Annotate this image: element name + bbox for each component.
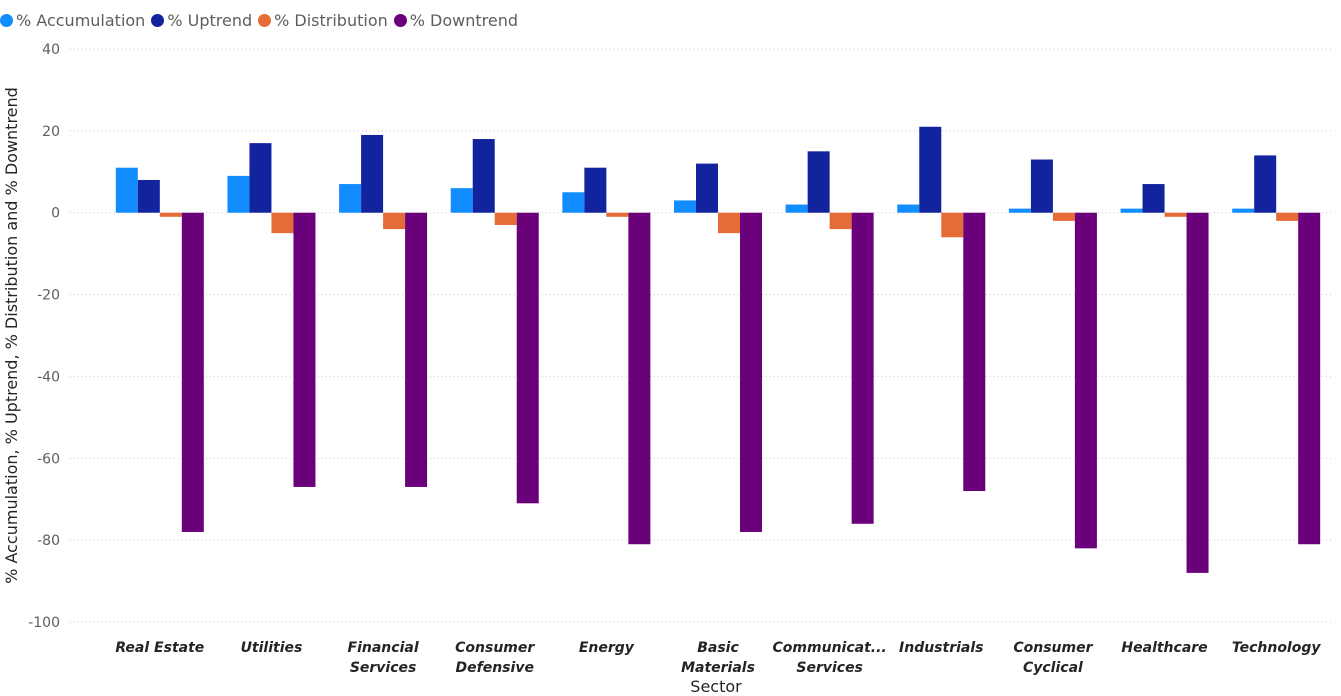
legend-marker-icon	[0, 13, 13, 27]
chart-legend: % Accumulation % Uptrend % Distribution % D…	[0, 8, 524, 32]
bar[interactable]	[941, 212, 964, 238]
legend-marker-icon	[393, 13, 407, 27]
bar[interactable]	[516, 212, 539, 504]
x-category-label: Industrials	[899, 640, 983, 656]
y-tick-label: -60	[37, 451, 60, 467]
legend-item[interactable]: % Accumulation	[0, 11, 145, 30]
y-axis-title: % Accumulation, % Uptrend, % Distributio…	[2, 87, 21, 584]
y-tick-label: 20	[42, 124, 60, 140]
x-category-label: Consumer	[455, 640, 535, 656]
x-axis-title: Sector	[690, 677, 742, 696]
bar[interactable]	[1052, 212, 1075, 221]
bar[interactable]	[807, 151, 830, 213]
bar[interactable]	[405, 212, 428, 487]
bar[interactable]	[562, 192, 585, 213]
bar[interactable]	[696, 163, 718, 213]
x-category-label: Energy	[579, 640, 635, 656]
x-category-label: Real Estate	[115, 640, 204, 656]
bar[interactable]	[1120, 208, 1143, 213]
bar[interactable]	[628, 212, 651, 545]
bar[interactable]	[919, 126, 942, 213]
y-tick-label: -20	[37, 288, 60, 304]
bar[interactable]	[293, 212, 316, 487]
y-tick-label: -40	[37, 369, 60, 385]
x-axis-categories: Real Estate Utilities Financial Services Con…	[115, 640, 1321, 676]
bar[interactable]	[1298, 212, 1321, 545]
bar[interactable]	[963, 212, 986, 492]
x-category-label: Healthcare	[1121, 640, 1207, 656]
bar[interactable]	[1254, 155, 1277, 213]
bar[interactable]	[115, 167, 138, 213]
y-axis-ticks: 40 20 0 -20 -40 -60 -80 -100	[28, 42, 60, 631]
bar[interactable]	[584, 167, 607, 213]
x-category-label: Defensive	[456, 660, 534, 676]
x-category-label: Financial	[348, 640, 419, 656]
x-category-label: Services	[350, 660, 417, 676]
bar[interactable]	[137, 179, 160, 213]
x-category-label: Services	[796, 660, 863, 676]
x-category-label: Consumer	[1013, 640, 1093, 656]
x-category-label: Cyclical	[1023, 660, 1083, 676]
bar[interactable]	[1008, 208, 1031, 213]
bar[interactable]	[472, 139, 495, 213]
bar[interactable]	[606, 212, 629, 217]
bar[interactable]	[718, 212, 740, 234]
bar[interactable]	[740, 212, 762, 532]
bar[interactable]	[227, 175, 250, 213]
bar[interactable]	[674, 200, 696, 213]
bar[interactable]	[1142, 184, 1165, 213]
bars	[115, 126, 1321, 573]
bar[interactable]	[339, 184, 362, 213]
bar[interactable]	[1074, 212, 1097, 549]
bar[interactable]	[1186, 212, 1209, 573]
gridlines	[70, 48, 1332, 623]
bar[interactable]	[1164, 212, 1187, 217]
bar[interactable]	[181, 212, 204, 532]
y-tick-label: -100	[28, 615, 60, 631]
bar[interactable]	[1276, 212, 1299, 221]
legend-label: % Distribution	[274, 10, 388, 30]
bar[interactable]	[1030, 159, 1053, 213]
legend-label: % Uptrend	[167, 10, 253, 30]
x-category-label: Basic	[697, 640, 739, 656]
bar[interactable]	[271, 212, 294, 234]
bar[interactable]	[851, 212, 874, 524]
bar[interactable]	[383, 212, 406, 230]
x-category-label: Utilities	[241, 640, 303, 656]
bar[interactable]	[494, 212, 517, 225]
y-tick-label: 40	[42, 42, 60, 58]
legend-item[interactable]: % Distribution	[258, 11, 388, 30]
legend-marker-icon	[151, 13, 165, 27]
x-category-label: Technology	[1232, 640, 1322, 656]
legend-marker-icon	[258, 13, 272, 27]
x-category-label: Materials	[681, 660, 755, 676]
bar[interactable]	[450, 188, 473, 213]
legend-label: % Accumulation	[16, 10, 146, 30]
bar[interactable]	[897, 204, 920, 213]
bar[interactable]	[159, 212, 182, 217]
x-category-label: Communicat...	[773, 640, 887, 656]
y-tick-label: 0	[51, 206, 60, 222]
bar[interactable]	[361, 134, 384, 213]
bar[interactable]	[249, 143, 272, 213]
legend-item[interactable]: % Uptrend	[151, 11, 252, 30]
bar[interactable]	[785, 204, 808, 213]
bar[interactable]	[829, 212, 852, 230]
legend-item[interactable]: % Downtrend	[393, 10, 519, 30]
legend-label: % Downtrend	[409, 10, 519, 30]
y-tick-label: -80	[37, 533, 60, 549]
bar[interactable]	[1232, 208, 1255, 213]
